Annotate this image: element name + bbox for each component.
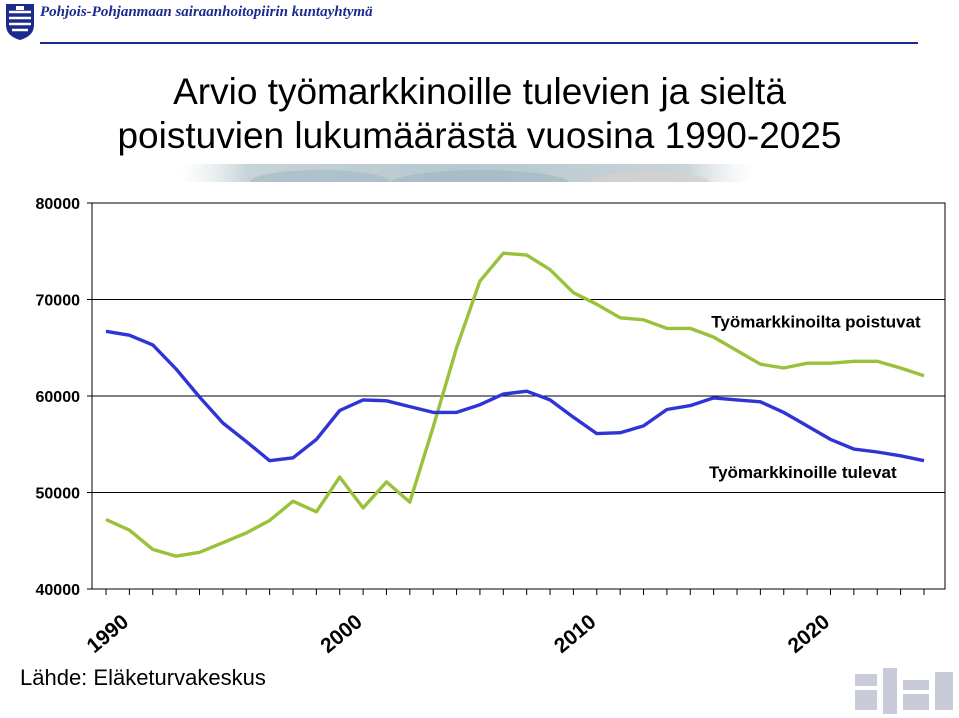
- organization-name: Pohjois-Pohjanmaan sairaanhoitopiirin ku…: [40, 4, 373, 20]
- y-tick-label: 70000: [36, 293, 81, 310]
- source-label: Lähde: Eläketurvakeskus: [20, 665, 266, 690]
- slide-title-line-2: poistuvien lukumäärästä vuosina 1990-202…: [117, 115, 842, 156]
- x-tick-label: 2020: [784, 610, 835, 658]
- series-label: Työmarkkinoille tulevat: [709, 463, 897, 482]
- y-tick-label: 40000: [36, 582, 81, 599]
- y-tick-label: 80000: [36, 196, 81, 213]
- y-tick-label: 50000: [36, 486, 81, 503]
- series-label: Työmarkkinoilta poistuvat: [711, 312, 921, 331]
- coat-of-arms-icon: [6, 4, 34, 40]
- x-tick-label: 2010: [550, 610, 601, 658]
- series-Työmarkkinoille tulevat: [105, 329, 925, 463]
- slide-title-line-1: Arvio työmarkkinoille tulevien ja sieltä: [173, 71, 786, 112]
- x-tick-label: 1990: [83, 610, 134, 658]
- series-Työmarkkinoilta poistuvat: [105, 251, 925, 558]
- series-line: [105, 251, 925, 558]
- y-tick-label: 60000: [36, 389, 81, 406]
- decorative-corner-graphic: [849, 664, 959, 718]
- x-tick-label: 2000: [316, 610, 367, 658]
- header-rule: [40, 42, 918, 44]
- series-line: [105, 329, 925, 463]
- decorative-photo-strip: [180, 164, 755, 182]
- line-chart: 40000 50000 60000 70000 80000 1990 2000 2010 202…: [36, 196, 946, 658]
- header: Pohjois-Pohjanmaan sairaanhoitopiirin ku…: [0, 0, 959, 48]
